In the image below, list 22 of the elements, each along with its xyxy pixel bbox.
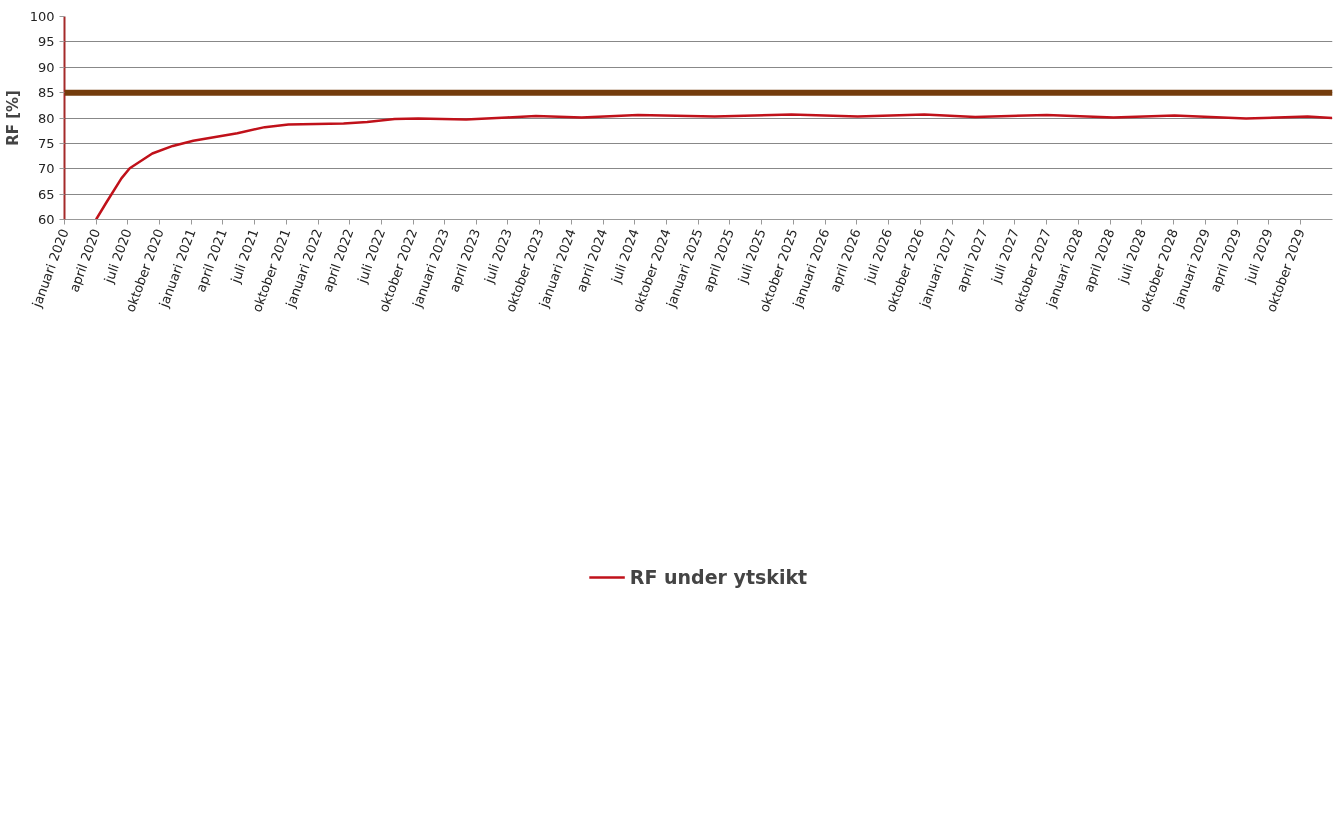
x-tick-label: juli 2021 (227, 226, 262, 286)
y-tick-label: 85 (37, 85, 55, 101)
line-series (94, 113, 1333, 220)
x-tick-label: juli 2023 (481, 226, 515, 286)
x-tick-label: juli 2028 (1115, 226, 1149, 286)
x-tick-label: juli 2025 (734, 226, 769, 286)
y-tick-label: 95 (37, 34, 55, 50)
y-tick-label: 80 (37, 110, 55, 126)
x-tick-label: juli 2024 (608, 226, 642, 286)
y-tick-label: 65 (37, 186, 55, 202)
x-tick-label: juli 2022 (354, 226, 389, 286)
y-tick-label: 70 (37, 161, 55, 177)
x-tick-label: juli 2027 (988, 226, 1022, 286)
y-axis-title: RF [%] (3, 90, 22, 146)
x-tick-label: juli 2020 (100, 226, 135, 286)
y-tick-label: 90 (37, 59, 55, 75)
x-tick-label: juli 2029 (1241, 226, 1276, 286)
y-tick-label: 100 (29, 9, 55, 24)
y-tick-label: 60 (37, 212, 55, 227)
x-tick-label: juli 2026 (861, 226, 896, 286)
legend-label: RF under ytskikt (629, 566, 808, 588)
y-tick-label: 75 (37, 135, 55, 151)
